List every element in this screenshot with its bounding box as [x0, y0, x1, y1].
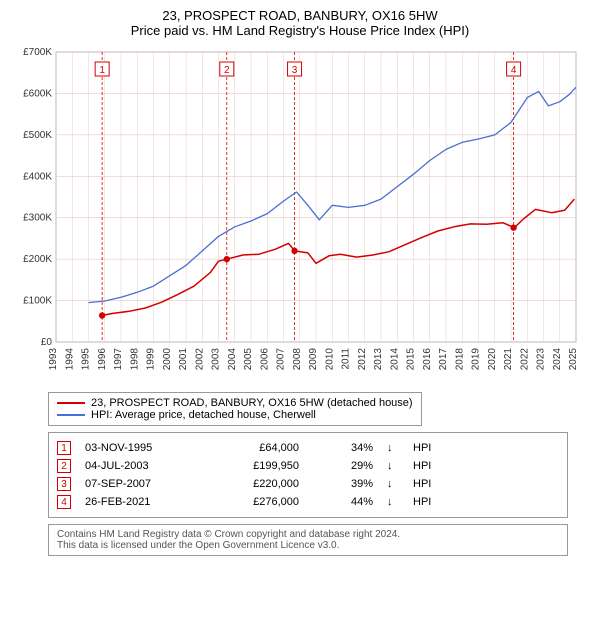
event-date: 26-FEB-2021 — [85, 496, 195, 508]
event-suffix: HPI — [413, 478, 431, 490]
event-date: 03-NOV-1995 — [85, 442, 195, 454]
svg-text:1994: 1994 — [64, 348, 75, 371]
legend-label: 23, PROSPECT ROAD, BANBURY, OX16 5HW (de… — [91, 397, 413, 409]
svg-text:1997: 1997 — [113, 348, 124, 371]
event-marker: 2 — [57, 459, 71, 473]
svg-text:2023: 2023 — [536, 348, 547, 371]
event-marker: 4 — [57, 495, 71, 509]
svg-text:2025: 2025 — [568, 348, 579, 371]
title-line-1: 23, PROSPECT ROAD, BANBURY, OX16 5HW — [8, 8, 592, 23]
svg-text:£100K: £100K — [23, 296, 52, 307]
svg-text:2008: 2008 — [292, 348, 303, 371]
svg-text:1995: 1995 — [81, 348, 92, 371]
svg-text:3: 3 — [292, 65, 298, 76]
event-diff: 39% — [313, 478, 373, 490]
svg-text:2006: 2006 — [259, 348, 270, 371]
event-marker: 1 — [57, 441, 71, 455]
legend-row: 23, PROSPECT ROAD, BANBURY, OX16 5HW (de… — [57, 397, 413, 409]
svg-text:2015: 2015 — [406, 348, 417, 371]
legend-swatch — [57, 402, 85, 404]
event-date: 04-JUL-2003 — [85, 460, 195, 472]
legend-swatch — [57, 414, 85, 416]
svg-text:2021: 2021 — [503, 348, 514, 371]
down-arrow-icon: ↓ — [387, 460, 399, 472]
svg-text:2012: 2012 — [357, 348, 368, 371]
svg-text:4: 4 — [511, 65, 517, 76]
event-diff: 44% — [313, 496, 373, 508]
svg-text:2020: 2020 — [487, 348, 498, 371]
event-marker: 3 — [57, 477, 71, 491]
legend-row: HPI: Average price, detached house, Cher… — [57, 409, 413, 421]
svg-text:2001: 2001 — [178, 348, 189, 371]
svg-text:2024: 2024 — [552, 348, 563, 371]
credits-line-2: This data is licensed under the Open Gov… — [57, 540, 559, 551]
event-suffix: HPI — [413, 496, 431, 508]
svg-text:1999: 1999 — [146, 348, 157, 371]
chart-area: £0 £100K £200K £300K £400K £500K £600K £700K 199… — [8, 44, 592, 384]
svg-text:2013: 2013 — [373, 348, 384, 371]
svg-text:2005: 2005 — [243, 348, 254, 371]
event-price: £199,950 — [209, 460, 299, 472]
svg-text:£600K: £600K — [23, 88, 52, 99]
events-table: 1 03-NOV-1995 £64,000 34% ↓ HPI 2 04-JUL-2003 £1… — [48, 432, 568, 518]
chart-svg: £0 £100K £200K £300K £400K £500K £600K £700K 199… — [8, 44, 592, 384]
svg-text:1993: 1993 — [48, 348, 59, 371]
event-price: £220,000 — [209, 478, 299, 490]
event-suffix: HPI — [413, 442, 431, 454]
svg-text:£200K: £200K — [23, 254, 52, 265]
event-price: £276,000 — [209, 496, 299, 508]
svg-text:2: 2 — [224, 65, 230, 76]
svg-text:2016: 2016 — [422, 348, 433, 371]
event-row: 2 04-JUL-2003 £199,950 29% ↓ HPI — [57, 457, 559, 475]
svg-text:£400K: £400K — [23, 171, 52, 182]
svg-text:1: 1 — [99, 65, 105, 76]
svg-text:2004: 2004 — [227, 348, 238, 371]
event-price: £64,000 — [209, 442, 299, 454]
svg-text:1998: 1998 — [129, 348, 140, 371]
svg-text:£700K: £700K — [23, 47, 52, 58]
legend: 23, PROSPECT ROAD, BANBURY, OX16 5HW (de… — [48, 392, 422, 426]
svg-text:2014: 2014 — [389, 348, 400, 371]
event-suffix: HPI — [413, 460, 431, 472]
down-arrow-icon: ↓ — [387, 442, 399, 454]
svg-text:2009: 2009 — [308, 348, 319, 371]
event-diff: 34% — [313, 442, 373, 454]
credits-line-1: Contains HM Land Registry data © Crown c… — [57, 529, 559, 540]
event-row: 1 03-NOV-1995 £64,000 34% ↓ HPI — [57, 439, 559, 457]
svg-text:£300K: £300K — [23, 213, 52, 224]
svg-text:2019: 2019 — [471, 348, 482, 371]
event-row: 4 26-FEB-2021 £276,000 44% ↓ HPI — [57, 493, 559, 511]
event-row: 3 07-SEP-2007 £220,000 39% ↓ HPI — [57, 475, 559, 493]
svg-text:2022: 2022 — [519, 348, 530, 371]
svg-text:2007: 2007 — [276, 348, 287, 371]
title-line-2: Price paid vs. HM Land Registry's House … — [8, 23, 592, 38]
svg-text:2011: 2011 — [341, 348, 352, 370]
event-diff: 29% — [313, 460, 373, 472]
svg-text:2002: 2002 — [194, 348, 205, 371]
down-arrow-icon: ↓ — [387, 478, 399, 490]
svg-text:2010: 2010 — [324, 348, 335, 371]
svg-text:2017: 2017 — [438, 348, 449, 371]
event-date: 07-SEP-2007 — [85, 478, 195, 490]
down-arrow-icon: ↓ — [387, 496, 399, 508]
credits: Contains HM Land Registry data © Crown c… — [48, 524, 568, 556]
svg-text:2000: 2000 — [162, 348, 173, 371]
legend-label: HPI: Average price, detached house, Cher… — [91, 409, 316, 421]
svg-text:£500K: £500K — [23, 130, 52, 141]
svg-text:1996: 1996 — [97, 348, 108, 371]
svg-text:2018: 2018 — [454, 348, 465, 371]
svg-text:2003: 2003 — [211, 348, 222, 371]
svg-text:£0: £0 — [41, 337, 53, 348]
